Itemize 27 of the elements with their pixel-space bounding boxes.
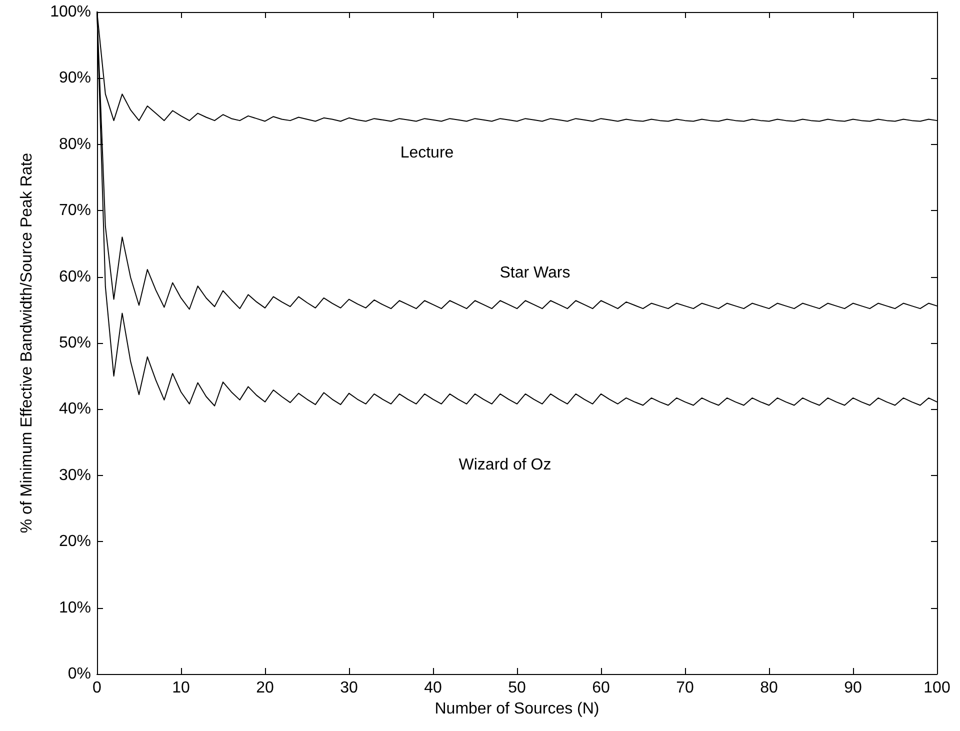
y-tick-label: 50% <box>58 334 91 352</box>
x-tick-label: 100 <box>924 680 950 696</box>
y-axis-title: % of Minimum Effective Bandwidth/Source Peak Rate <box>18 152 36 534</box>
annotation: Star Wars <box>500 264 570 282</box>
y-tick-label: 80% <box>58 136 91 153</box>
x-axis-title: Number of Sources (N) <box>434 700 600 718</box>
x-tick-label: 90 <box>844 680 862 696</box>
x-tick-label: 10 <box>172 680 190 696</box>
y-tick-label: 100% <box>50 4 91 20</box>
annotation: Wizard of Oz <box>458 456 552 474</box>
x-tick-label: 60 <box>592 680 610 696</box>
y-tick-label: 10% <box>58 599 91 616</box>
y-tick-label: 90% <box>58 70 91 87</box>
x-tick-label: 40 <box>424 680 442 696</box>
x-tick-label: 70 <box>676 680 694 696</box>
y-tick-label: 0% <box>68 666 91 682</box>
annotation: Lecture <box>400 144 454 162</box>
y-tick-label: 60% <box>58 268 91 286</box>
y-tick-label: 30% <box>58 466 91 484</box>
y-tick-label: 40% <box>58 400 91 418</box>
y-tick-label: 70% <box>58 202 91 220</box>
x-tick-label: 50 <box>508 680 526 696</box>
y-tick-label: 20% <box>58 533 91 550</box>
x-tick-label: 80 <box>760 680 778 696</box>
x-tick-label: 0 <box>92 680 102 696</box>
x-tick-label: 20 <box>256 680 274 696</box>
x-tick-label: 30 <box>340 680 358 696</box>
